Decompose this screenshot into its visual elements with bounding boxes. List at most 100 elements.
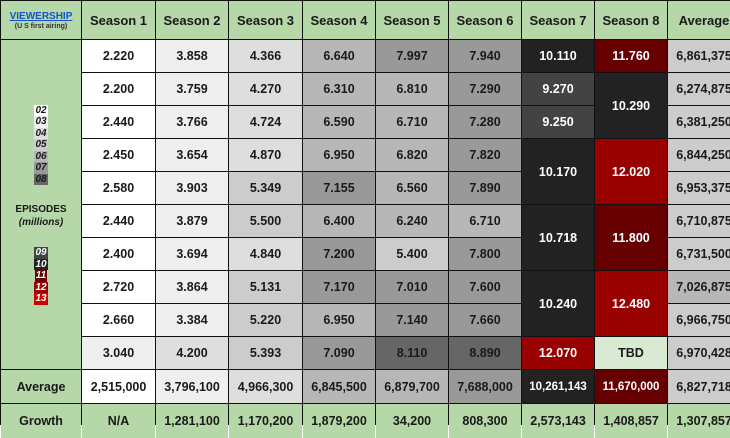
episode-cell: 5.220 — [229, 304, 302, 336]
legend-swatch: 08 — [34, 173, 48, 185]
row-average-cell: 6,953,375 — [668, 172, 730, 204]
episodes-side-panel: 02 03 04 05 06 07 08 EPISODES (millions) 09 10 11 12… — [1, 40, 81, 369]
viewership-link[interactable]: VIEWERSHIP — [9, 10, 73, 22]
episode-cell: 2.200 — [82, 73, 155, 105]
episode-cell: 3.384 — [156, 304, 228, 336]
row-average-cell: 6,861,375 — [668, 40, 730, 72]
legend-swatch: 12 — [34, 281, 48, 293]
episode-cell: 10.240 — [522, 271, 594, 336]
episode-cell: 5.393 — [229, 337, 302, 369]
episode-cell: 7.820 — [449, 139, 521, 171]
episode-cell: 3.864 — [156, 271, 228, 303]
episode-cell: 3.858 — [156, 40, 228, 72]
episode-cell: 7.997 — [376, 40, 448, 72]
row-average-cell: 6,710,875 — [668, 205, 730, 237]
episode-cell: 7.170 — [303, 271, 375, 303]
episode-cell: 6.640 — [303, 40, 375, 72]
legend-swatch: 03 — [34, 116, 48, 128]
column-header-season-1: Season 1 — [82, 1, 155, 39]
episode-cell: 2.400 — [82, 238, 155, 270]
column-header-season-2: Season 2 — [156, 1, 228, 39]
episode-cell: 8.110 — [376, 337, 448, 369]
season-average-cell: 3,796,100 — [156, 370, 228, 403]
episode-cell: 4.724 — [229, 106, 302, 138]
episode-cell: 4.840 — [229, 238, 302, 270]
episode-cell: 3.040 — [82, 337, 155, 369]
legend-swatch: 07 — [34, 162, 48, 174]
legend-swatch: 02 — [34, 104, 48, 116]
season-average-cell: 10,261,143 — [522, 370, 594, 403]
episode-cell: TBD — [595, 337, 667, 369]
legend-swatch: 04 — [34, 127, 48, 139]
season-average-cell: 7,688,000 — [449, 370, 521, 403]
growth-cell: 1,408,857 — [595, 404, 667, 438]
row-average-cell: 6,970,428 — [668, 337, 730, 369]
episode-cell: 3.759 — [156, 73, 228, 105]
episode-cell: 2.580 — [82, 172, 155, 204]
episode-cell: 7.280 — [449, 106, 521, 138]
episode-cell: 7.140 — [376, 304, 448, 336]
episode-cell: 7.290 — [449, 73, 521, 105]
column-header-season-5: Season 5 — [376, 1, 448, 39]
episode-cell: 4.200 — [156, 337, 228, 369]
season-average-cell: 6,845,500 — [303, 370, 375, 403]
legend-swatch: 10 — [34, 258, 48, 270]
row-average-cell: 6,844,250 — [668, 139, 730, 171]
row-average-cell: 6,966,750 — [668, 304, 730, 336]
season-average-cell: 6,879,700 — [376, 370, 448, 403]
episode-cell: 3.879 — [156, 205, 228, 237]
viewership-subtitle: (U S first airing) — [14, 22, 68, 30]
growth-row-label: Growth — [1, 404, 81, 438]
episodes-unit: (millions) — [18, 217, 64, 228]
column-header-season-3: Season 3 — [229, 1, 302, 39]
episode-cell: 7.200 — [303, 238, 375, 270]
episode-cell: 3.654 — [156, 139, 228, 171]
episode-cell: 2.660 — [82, 304, 155, 336]
color-legend-legend_top: 02 03 04 05 06 07 08 — [34, 104, 48, 185]
episode-cell: 2.440 — [82, 205, 155, 237]
episode-cell: 10.718 — [522, 205, 594, 270]
season-average-cell: 11,670,000 — [595, 370, 667, 403]
average-row-label: Average — [1, 370, 81, 403]
episode-cell: 5.349 — [229, 172, 302, 204]
season-average-cell: 6,827,718 — [668, 370, 730, 403]
episode-cell: 9.250 — [522, 106, 594, 138]
episode-cell: 10.110 — [522, 40, 594, 72]
episode-cell: 3.903 — [156, 172, 228, 204]
episode-cell: 4.270 — [229, 73, 302, 105]
row-average-cell: 7,026,875 — [668, 271, 730, 303]
episode-cell: 9.270 — [522, 73, 594, 105]
legend-swatch: 09 — [34, 247, 48, 259]
color-legend-legend_bottom: 09 10 11 12 13 — [34, 247, 48, 305]
episode-cell: 12.480 — [595, 271, 667, 336]
episode-cell: 7.600 — [449, 271, 521, 303]
row-average-cell: 6,731,500 — [668, 238, 730, 270]
episode-cell: 5.500 — [229, 205, 302, 237]
episode-cell: 7.800 — [449, 238, 521, 270]
episode-cell: 6.240 — [376, 205, 448, 237]
episode-cell: 2.720 — [82, 271, 155, 303]
viewership-header-cell: VIEWERSHIP (U S first airing) — [1, 1, 81, 39]
column-header-season-4: Season 4 — [303, 1, 375, 39]
episode-cell: 4.366 — [229, 40, 302, 72]
growth-cell: N/A — [82, 404, 155, 438]
legend-swatch: 06 — [34, 150, 48, 162]
episode-cell: 7.660 — [449, 304, 521, 336]
episode-cell: 4.870 — [229, 139, 302, 171]
episode-cell: 10.290 — [595, 73, 667, 138]
episodes-label: EPISODES (millions) — [15, 203, 66, 229]
growth-cell: 1,170,200 — [229, 404, 302, 438]
column-header-average: Average — [668, 1, 730, 39]
episode-cell: 7.940 — [449, 40, 521, 72]
episode-cell: 3.694 — [156, 238, 228, 270]
episode-cell: 12.070 — [522, 337, 594, 369]
episode-cell: 11.800 — [595, 205, 667, 270]
legend-swatch: 13 — [34, 293, 48, 305]
episode-cell: 6.310 — [303, 73, 375, 105]
episode-cell: 2.440 — [82, 106, 155, 138]
column-header-season-8: Season 8 — [595, 1, 667, 39]
episode-cell: 6.950 — [303, 139, 375, 171]
episode-cell: 6.560 — [376, 172, 448, 204]
growth-cell: 34,200 — [376, 404, 448, 438]
